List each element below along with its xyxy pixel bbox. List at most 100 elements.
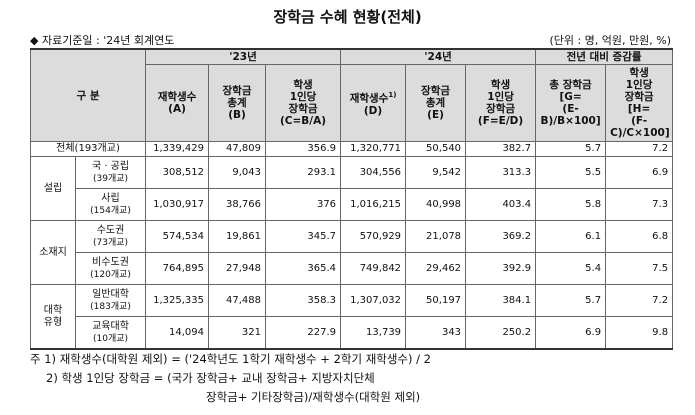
column-header-line: (C=B/A) [279, 115, 327, 127]
cell: 1,307,032 [340, 284, 407, 317]
cell: 764,895 [145, 252, 210, 285]
column-header-line: (E) [427, 109, 444, 121]
column-header-line: (F=E/D) [477, 115, 524, 127]
cell: 570,929 [340, 220, 407, 253]
cell: 6.9 [605, 156, 674, 189]
row-label-line: (154개교) [90, 205, 131, 216]
data-row: 설립 국 · 공립 (39개교) 308,512 9,043 293.1 304,556 9,… [30, 156, 674, 221]
column-header-line: (B) [228, 109, 246, 121]
cell: 356.9 [265, 141, 342, 157]
cell: 304,556 [340, 156, 407, 189]
section-label: 설립 [30, 156, 76, 221]
row-label-line: 일반대학 [92, 288, 129, 300]
row-label-line: 사립 [101, 192, 120, 204]
cell: 47,809 [208, 141, 267, 157]
row-label: 전체(193개교) [29, 141, 147, 157]
cell: 29,462 [405, 252, 467, 285]
column-header-line: [H= [627, 103, 651, 115]
section-label-line: 대학 [43, 304, 63, 316]
column-header: 재학생수 (A) [145, 64, 210, 142]
data-row: 대학 유형 일반대학 (183개교) 1,325,335 47,488 358.3 1,307… [30, 284, 674, 350]
column-header: 총 장학금 [G= (E-B)/B×100] [535, 64, 607, 142]
cell: 9.8 [605, 316, 674, 350]
data-row: 교육대학 (10개교) 14,094 321 227.9 13,739 343 250.2 6.… [31, 316, 674, 350]
row-label-line: 국 · 공립 [91, 160, 130, 172]
column-header: 장학금 총계 (B) [208, 64, 267, 142]
column-header-line: 장학금 [624, 91, 654, 103]
column-header-line: 학생 [629, 67, 649, 79]
row-label-line: 교육대학 [92, 320, 129, 332]
notes: 주 1) 재학생수(대학원 제외) = ('24학년도 1학기 재학생수 + 2… [30, 350, 431, 407]
section-label-line: 소재지 [39, 246, 67, 258]
column-header: 재학생수1) (D) [340, 64, 407, 142]
cell: 376 [265, 188, 342, 221]
row-label: 국 · 공립 (39개교) [74, 156, 147, 189]
section-label-line: 유형 [43, 316, 63, 328]
column-header-line: 장학금 [421, 85, 451, 97]
header-row: 재학생수 (A) 장학금 총계 (B) 학생 1인당 장학금 (C=B/A) 재학생수1) (D) 장… [31, 64, 674, 142]
cell: 384.1 [465, 284, 537, 317]
cell: 5.7 [535, 141, 607, 157]
header-row: 구 분 '23년 '24년 전년 대비 증감률 [29, 48, 674, 142]
cell: 5.4 [535, 252, 607, 285]
section-label-line: 설립 [43, 182, 63, 194]
category-header: 구 분 [29, 48, 147, 142]
cell: 21,078 [405, 220, 467, 253]
column-header-line: 학생 [490, 79, 511, 91]
cell: 7.2 [605, 141, 674, 157]
column-header: 장학금 총계 (E) [405, 64, 467, 142]
row-label-line: (120개교) [90, 269, 131, 280]
row-label: 교육대학 (10개교) [74, 316, 147, 350]
cell: 9,542 [405, 156, 467, 189]
column-header-line: [G= [559, 91, 582, 103]
cell: 40,998 [405, 188, 467, 221]
column-header-line: 총계 [425, 97, 446, 109]
cell: 574,534 [145, 220, 210, 253]
note: 2) 학생 1인당 장학금 = (국가 장학금+ 교내 장학금+ 지방자치단체 [46, 371, 375, 385]
cell: 9,043 [208, 156, 267, 189]
row-label: 일반대학 (183개교) [74, 284, 147, 317]
cell: 749,842 [340, 252, 407, 285]
scholarship-table: 구 분 '23년 '24년 전년 대비 증감률 재학생수 (A) 장학금 총계 (B) 학생 1인당… [29, 48, 674, 350]
column-header-line: 재학생수 [349, 92, 389, 105]
row-label-line: (39개교) [92, 173, 129, 184]
note: 주 1) 재학생수(대학원 제외) = ('24학년도 1학기 재학생수 + 2… [30, 352, 432, 366]
column-header-line: 장학금 [222, 85, 252, 97]
cell: 7.5 [605, 252, 674, 285]
column-header-line: (A) [168, 103, 186, 115]
data-row: 비수도권 (120개교) 764,895 27,948 365.4 749,842 29,4… [31, 252, 674, 285]
row-label-line: 수도권 [96, 224, 125, 236]
row-label-line: (10개교) [92, 333, 129, 344]
cell: 369.2 [465, 220, 537, 253]
cell: 14,094 [145, 316, 210, 350]
cell: 38,766 [208, 188, 267, 221]
column-header-line: 장학금 [288, 103, 318, 115]
cell: 50,540 [405, 141, 467, 157]
column-header-line: 총계 [227, 97, 247, 109]
cell: 343 [405, 316, 467, 350]
cell: 5.7 [535, 284, 607, 317]
row-label: 비수도권 (120개교) [74, 252, 147, 285]
basis-date: ◆ 자료기준일 : '24년 회계연도 [30, 34, 175, 47]
cell: 19,861 [208, 220, 267, 253]
column-header: 학생 1인당 장학금 (C=B/A) [265, 64, 342, 142]
column-header-line: 학생 [293, 79, 313, 91]
cell: 50,197 [405, 284, 467, 317]
table-head: 구 분 '23년 '24년 전년 대비 증감률 재학생수 (A) 장학금 총계 (B) 학생 1인당… [29, 48, 674, 142]
column-header-line: 1인당 [625, 79, 653, 91]
row-label-line: 비수도권 [92, 256, 129, 268]
row-label: 수도권 (73개교) [74, 220, 147, 253]
column-header-line: 1인당 [289, 91, 317, 103]
cell: 7.3 [605, 188, 674, 221]
footnote-mark: 1) [388, 91, 397, 100]
total-row: 전체(193개교) 1,339,429 47,809 356.9 1,320,771 50… [29, 141, 674, 157]
cell: 308,512 [145, 156, 210, 189]
data-row: 소재지 수도권 (73개교) 574,534 19,861 345.7 570,929 21,… [30, 220, 674, 285]
column-header-line: 장학금 [486, 103, 516, 115]
unit: (단위 : 명, 억원, 만원, %) [549, 34, 671, 47]
cell: 6.9 [535, 316, 607, 350]
cell: 47,488 [208, 284, 267, 317]
group-header: '23년 [145, 48, 342, 65]
cell: 1,325,335 [145, 284, 210, 317]
